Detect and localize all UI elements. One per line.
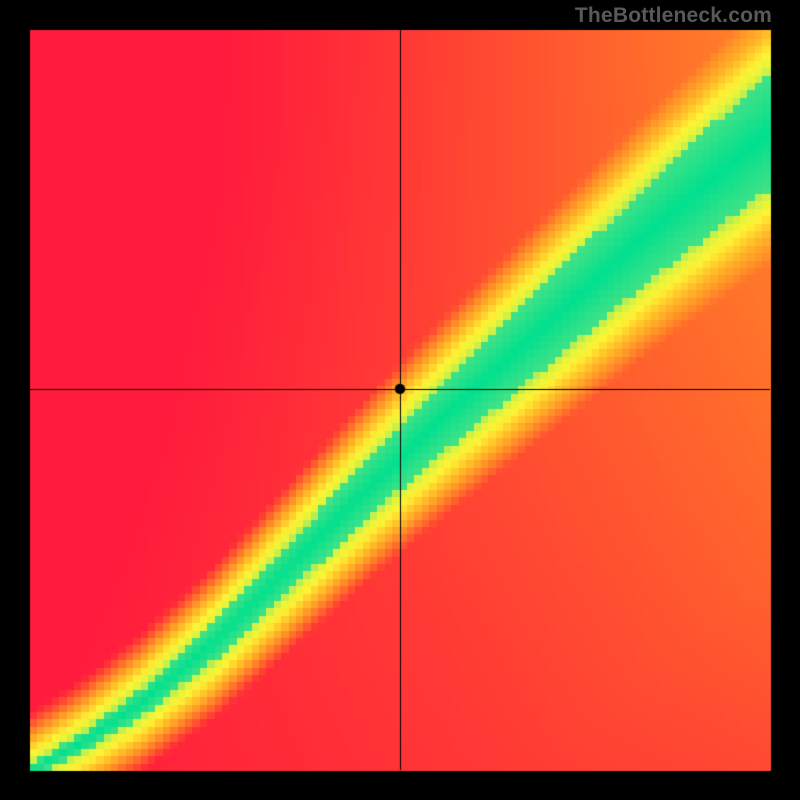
chart-container: TheBottleneck.com xyxy=(0,0,800,800)
heatmap-canvas xyxy=(0,0,800,800)
watermark-text: TheBottleneck.com xyxy=(575,4,772,28)
